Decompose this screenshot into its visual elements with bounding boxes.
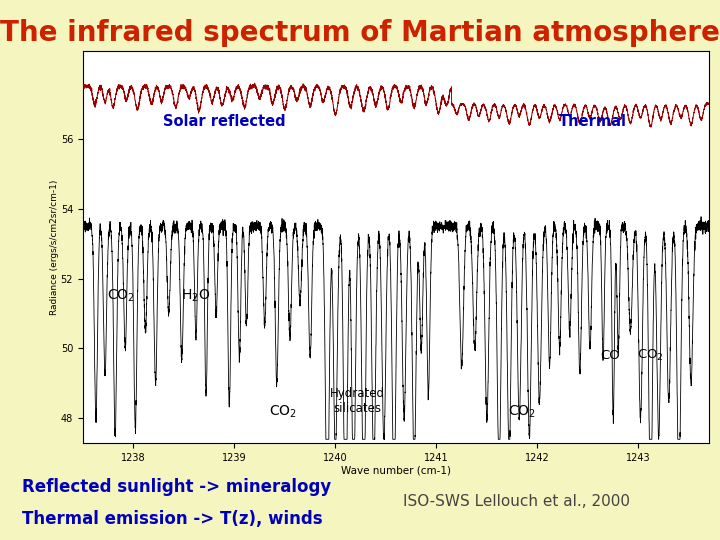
Text: Thermal emission -> T(z), winds: Thermal emission -> T(z), winds [22, 510, 323, 528]
Text: The infrared spectrum of Martian atmosphere: The infrared spectrum of Martian atmosph… [0, 19, 720, 47]
Text: Thermal: Thermal [559, 114, 627, 129]
Y-axis label: Radiance (ergs/s/cm2sr/cm-1): Radiance (ergs/s/cm2sr/cm-1) [50, 179, 59, 315]
Text: Hydrated
silicates: Hydrated silicates [330, 387, 385, 415]
Text: ISO-SWS Lellouch et al., 2000: ISO-SWS Lellouch et al., 2000 [403, 494, 630, 509]
Text: CO$_2$: CO$_2$ [637, 348, 664, 363]
Text: CO$_2$: CO$_2$ [107, 288, 135, 304]
X-axis label: Wave number (cm-1): Wave number (cm-1) [341, 465, 451, 475]
Text: CO$_2$: CO$_2$ [508, 403, 536, 420]
Text: Solar reflected: Solar reflected [163, 114, 286, 129]
Text: H$_2$O: H$_2$O [181, 288, 210, 304]
Text: CO: CO [600, 349, 620, 362]
Text: CO$_2$: CO$_2$ [269, 403, 297, 420]
Text: Reflected sunlight -> mineralogy: Reflected sunlight -> mineralogy [22, 478, 331, 496]
